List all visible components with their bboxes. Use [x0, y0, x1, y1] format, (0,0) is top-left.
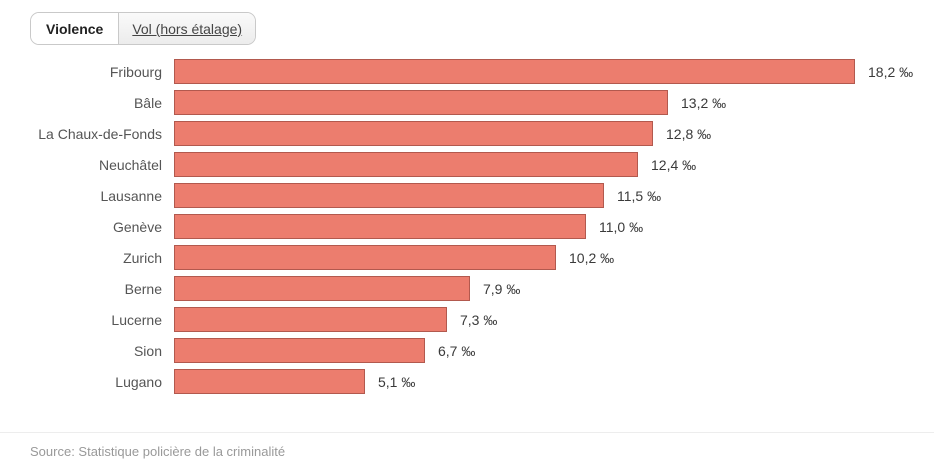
value-label: 5,1 ‰: [378, 373, 416, 390]
divider: [0, 432, 934, 433]
value-label: 6,7 ‰: [438, 342, 476, 359]
bar[interactable]: [174, 121, 653, 146]
value-label: 11,0 ‰: [599, 218, 644, 235]
category-label: Genève: [112, 218, 162, 235]
value-label: 7,9 ‰: [483, 280, 521, 297]
chart-row: Lausanne 11,5 ‰: [30, 183, 934, 208]
category-label: Lugano: [115, 373, 162, 390]
category-label: Fribourg: [109, 63, 162, 80]
value-label: 12,4 ‰: [651, 156, 697, 173]
chart-row: La Chaux-de-Fonds 12,8 ‰: [30, 121, 934, 146]
chart-row: Berne 7,9 ‰: [30, 276, 934, 301]
category-label: Zurich: [123, 249, 162, 266]
bar[interactable]: [174, 276, 470, 301]
tab-vol-hors-etalage[interactable]: Vol (hors étalage): [118, 13, 256, 44]
chart-row: Lugano 5,1 ‰: [30, 369, 934, 394]
bar[interactable]: [174, 338, 425, 363]
tab-bar: Violence Vol (hors étalage): [30, 12, 257, 45]
bar[interactable]: [174, 152, 638, 177]
bar[interactable]: [174, 307, 447, 332]
chart-row: Genève 11,0 ‰: [30, 214, 934, 239]
category-label: Neuchâtel: [98, 156, 162, 173]
bar[interactable]: [174, 183, 604, 208]
bar[interactable]: [174, 369, 365, 394]
tab-vol-hors-etalage-label: Vol (hors étalage): [132, 20, 243, 37]
value-label: 13,2 ‰: [681, 94, 727, 111]
chart-row: Fribourg 18,2 ‰: [30, 59, 934, 84]
category-label: La Chaux-de-Fonds: [38, 125, 162, 142]
source-note: Source: Statistique policière de la crim…: [30, 444, 286, 459]
chart-row: Bâle 13,2 ‰: [30, 90, 934, 115]
category-label: Sion: [133, 342, 162, 359]
bar-chart: Fribourg 18,2 ‰ Bâle 13,2 ‰ La Chaux-de-Fond…: [30, 59, 934, 394]
value-label: 12,8 ‰: [666, 125, 712, 142]
value-label: 7,3 ‰: [460, 311, 498, 328]
value-label: 11,5 ‰: [617, 187, 662, 204]
page: Violence Vol (hors étalage) Fribourg 18,2…: [0, 12, 934, 459]
category-label: Bâle: [133, 94, 162, 111]
tab-violence-label: Violence: [46, 20, 104, 37]
bar[interactable]: [174, 214, 586, 239]
bar[interactable]: [174, 59, 855, 84]
bar[interactable]: [174, 90, 668, 115]
value-label: 10,2 ‰: [569, 249, 615, 266]
category-label: Lausanne: [100, 187, 162, 204]
chart-row: Lucerne 7,3 ‰: [30, 307, 934, 332]
chart-row: Neuchâtel 12,4 ‰: [30, 152, 934, 177]
category-label: Berne: [124, 280, 162, 297]
tab-violence[interactable]: Violence: [31, 13, 119, 44]
chart-row: Zurich 10,2 ‰: [30, 245, 934, 270]
chart-row: Sion 6,7 ‰: [30, 338, 934, 363]
bar[interactable]: [174, 245, 556, 270]
category-label: Lucerne: [111, 311, 162, 328]
value-label: 18,2 ‰: [868, 63, 914, 80]
